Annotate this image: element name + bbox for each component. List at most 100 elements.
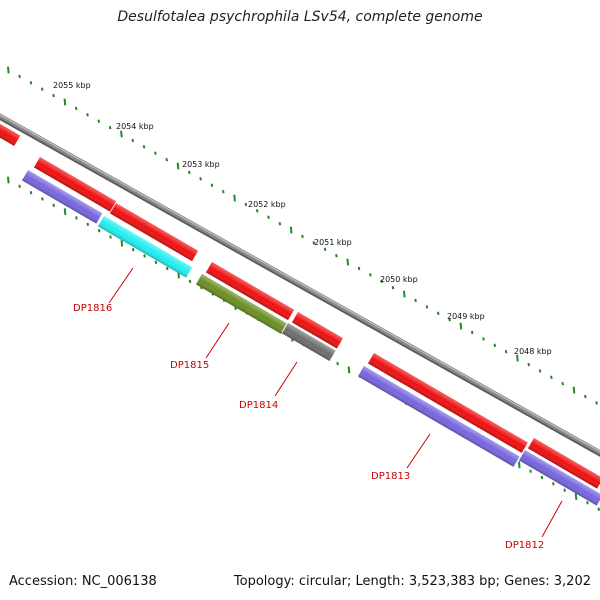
gene-leader-1 — [205, 322, 230, 359]
reverse-gene-5 — [518, 450, 600, 506]
outer-tick-5 — [63, 98, 67, 106]
tick-label-0: 2055 kbp — [53, 81, 91, 90]
outer-tick-6 — [74, 106, 78, 111]
outer-tick-47 — [538, 369, 542, 373]
outer-tick-24 — [278, 221, 282, 226]
reverse-gene-1 — [97, 215, 193, 278]
inner-tick-52 — [597, 507, 600, 511]
inner-tick-0 — [7, 176, 10, 184]
reverse-gene-0 — [21, 170, 103, 224]
tick-label-1: 2054 kbp — [116, 122, 154, 131]
inner-tick-50 — [574, 493, 578, 500]
forward-gene-2-shade — [109, 203, 199, 262]
gene-label-2: DP1814 — [239, 400, 278, 411]
forward-gene-3-shade — [205, 262, 295, 321]
inner-tick-46 — [529, 469, 532, 473]
accession-label: Accession: NC_006138 — [9, 574, 157, 589]
inner-tick-10 — [120, 239, 124, 247]
inner-tick-6 — [75, 216, 78, 220]
inner-tick-7 — [86, 222, 90, 227]
tick-label-6: 2049 kbp — [447, 312, 485, 321]
outer-tick-22 — [255, 209, 259, 213]
reverse-gene-3-shade — [281, 323, 336, 362]
outer-tick-38 — [436, 311, 440, 315]
outer-tick-16 — [188, 170, 191, 175]
inner-tick-47 — [540, 475, 544, 480]
gene-label-1: DP1815 — [170, 360, 209, 371]
outer-tick-37 — [425, 305, 429, 309]
inner-tick-45 — [517, 461, 521, 469]
outer-tick-48 — [550, 375, 553, 380]
outer-tick-51 — [584, 394, 587, 399]
reverse-strand-features — [21, 170, 600, 506]
forward-gene-6 — [527, 437, 600, 489]
reverse-gene-2-shade — [195, 274, 287, 334]
map-title: Desulfotalea psychrophila LSv54, complet… — [117, 9, 483, 25]
inner-tick-29 — [336, 361, 339, 366]
inner-tick-16 — [188, 279, 192, 283]
outer-tick-13 — [154, 151, 157, 155]
outer-tick-21 — [244, 202, 248, 207]
inner-tick-49 — [563, 488, 566, 492]
inner-tick-48 — [552, 482, 555, 486]
gene-labels: DP1816 DP1815 DP1814 DP1813 DP1812 — [73, 267, 563, 551]
reverse-gene-5-shade — [518, 450, 600, 506]
outer-tick-28 — [323, 247, 327, 251]
tick-label-7: 2048 kbp — [514, 347, 552, 356]
outer-tick-23 — [267, 215, 270, 219]
outer-tick-10 — [120, 130, 123, 138]
outer-tick-43 — [493, 343, 497, 347]
outer-tick-36 — [414, 298, 417, 303]
outer-tick-12 — [142, 145, 146, 149]
outer-tick-2 — [29, 81, 33, 85]
tick-label-5: 2050 kbp — [380, 275, 418, 284]
outer-tick-35 — [402, 290, 406, 298]
reverse-gene-4-shade — [357, 366, 520, 467]
outer-tick-19 — [221, 189, 225, 194]
gene-leader-4 — [541, 500, 563, 538]
outer-tick-8 — [97, 119, 101, 123]
genome-backbone — [0, 113, 600, 457]
gene-leader-3 — [406, 433, 431, 469]
outer-tick-39 — [448, 317, 451, 322]
outer-tick-14 — [165, 157, 168, 162]
ruler-ticks: 2055 kbp 2054 kbp 2053 kbp 2052 kbp 2051 kbp… — [7, 66, 600, 511]
forward-gene-2 — [109, 203, 199, 262]
forward-gene-4-shade — [291, 312, 343, 349]
forward-gene-3 — [205, 262, 295, 321]
inner-tick-14 — [165, 266, 169, 271]
inner-tick-5 — [63, 208, 67, 216]
gene-leader-0 — [108, 267, 134, 304]
outer-tick-45 — [516, 354, 519, 362]
genome-summary: Topology: circular; Length: 3,523,383 bp… — [233, 574, 591, 589]
outer-tick-31 — [357, 266, 361, 271]
outer-tick-9 — [108, 125, 112, 130]
tick-label-3: 2052 kbp — [248, 200, 286, 209]
forward-strand-features — [0, 118, 600, 489]
gene-label-4: DP1812 — [505, 540, 544, 551]
outer-tick-18 — [210, 183, 214, 187]
outer-tick-44 — [504, 350, 508, 354]
inner-tick-51 — [586, 501, 589, 505]
reverse-gene-2 — [195, 274, 287, 334]
gene-leader-2 — [274, 361, 298, 397]
outer-tick-27 — [312, 241, 316, 245]
inner-tick-13 — [154, 260, 158, 264]
forward-gene-6-shade — [527, 437, 600, 489]
outer-tick-50 — [572, 386, 576, 394]
inner-tick-4 — [52, 203, 56, 208]
outer-tick-0 — [7, 66, 10, 74]
outer-tick-29 — [335, 253, 338, 258]
outer-tick-30 — [346, 258, 350, 266]
reverse-gene-4 — [357, 366, 520, 467]
outer-tick-25 — [289, 226, 293, 234]
outer-tick-34 — [391, 285, 395, 290]
outer-tick-3 — [40, 87, 44, 91]
tick-label-2: 2053 kbp — [182, 160, 220, 169]
outer-tick-20 — [233, 194, 236, 202]
forward-gene-0 — [0, 118, 21, 146]
forward-gene-0-shade — [0, 118, 21, 146]
outer-tick-17 — [199, 177, 202, 181]
outer-tick-40 — [459, 322, 463, 330]
inner-tick-8 — [97, 228, 101, 233]
